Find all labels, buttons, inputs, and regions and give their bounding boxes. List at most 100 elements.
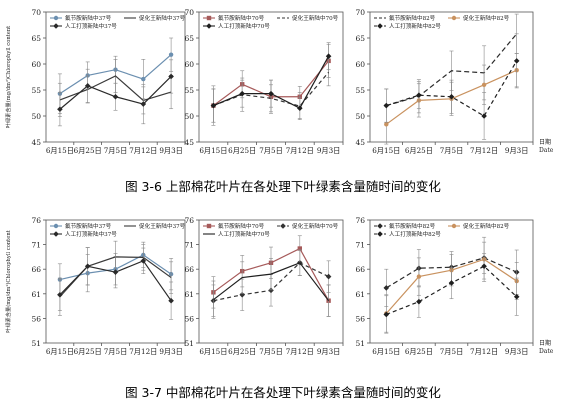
y-tick-label: 66 (184, 265, 194, 274)
y-tick-label: 56 (355, 314, 365, 323)
data-point (168, 52, 174, 57)
data-point (297, 246, 302, 251)
legend-marker (280, 223, 286, 229)
legend-label: 促化王新陆中70号 (292, 14, 339, 22)
x-tick-label: 6月25日 (228, 347, 256, 356)
x-tick-label: 7月5日 (259, 146, 283, 155)
legend-label: 促化王新陆中70号 (292, 222, 339, 230)
series-3 (57, 59, 174, 127)
legend-entry-3: 人工打顶新陆中70号 (203, 230, 270, 238)
chart-panel-5: 51 56 61 66 71 76 6月15日 6月25日 7月5日 7月12日 9月3日 氟节胺新陆… (184, 216, 344, 356)
series-line (213, 262, 330, 302)
y-tick-label: 60 (355, 60, 365, 69)
y-tick-label: 56 (184, 314, 194, 323)
data-point (112, 93, 119, 100)
figure-caption-3-7: 图 3-7 中部棉花叶片在各处理下叶绿素含量随时间的变化 (125, 385, 441, 400)
plot-frame (45, 219, 186, 344)
legend-entry-2: 促化王新陆中37号 (124, 222, 186, 230)
data-point (268, 287, 274, 294)
legend-marker (53, 223, 59, 229)
legend-entry-3: 人工打顶新陆中82号 (374, 230, 441, 238)
data-point (416, 274, 422, 279)
legend-label: 氟节胺新陆中70号 (218, 222, 265, 230)
legend-marker (206, 23, 212, 29)
legend-label: 促化王新陆中37号 (139, 222, 186, 230)
x-tick-label: 6月25日 (405, 347, 433, 356)
legend-entry-3: 人工打顶新陆中70号 (203, 22, 270, 30)
data-point (84, 263, 91, 270)
legend-label: 人工打顶新陆中70号 (218, 22, 270, 30)
y-tick-label: 51 (355, 339, 365, 348)
x-tick-label: 9月3日 (159, 347, 183, 356)
legend-entry-2: 促化王新陆中82号 (448, 14, 510, 22)
y-tick-label: 61 (184, 290, 194, 299)
x-tick-label: 6月15日 (372, 347, 400, 356)
plot-frame (198, 219, 344, 344)
x-tick-label: 9月3日 (317, 347, 341, 356)
data-point (168, 73, 174, 80)
x-tick-label: 7月5日 (259, 347, 283, 356)
y-tick-label: 65 (31, 34, 41, 43)
x-tick-label: 6月15日 (46, 347, 74, 356)
legend-entry-1: 氟节胺新陆中70号 (203, 222, 265, 230)
legend-entry-3: 人工打顶新陆中37号 (50, 22, 117, 30)
y-tick-label: 70 (355, 8, 365, 17)
figure-caption-3-6: 图 3-6 上部棉花叶片在各处理下叶绿素含量随时间的变化 (125, 179, 441, 194)
x-tick-label: 6月25日 (74, 146, 102, 155)
y-tick-label: 55 (184, 86, 194, 95)
data-point (416, 298, 422, 305)
y-tick-label: 66 (31, 265, 41, 274)
chart-panel-1: 45 50 55 60 65 70 6月15日 6月25日 7月5日 7月12日 9月3日 叶绿素含量… (4, 8, 186, 155)
data-point (325, 53, 332, 59)
y-tick-label: 65 (184, 34, 194, 43)
plot-frame (198, 11, 344, 143)
legend-marker (206, 15, 212, 21)
y-tick-label: 56 (31, 314, 41, 323)
x-axis-label: Date (539, 348, 554, 355)
legend-entry-2: 促化王新陆中37号 (124, 14, 186, 22)
chart-panel-3: 45 50 55 60 65 70 6月15日 6月25日 7月5日 7月12日 9月3日 日期Dat… (355, 8, 553, 155)
legend-label: 人工打顶新陆中37号 (65, 230, 117, 238)
series-line (386, 33, 518, 107)
legend-marker (377, 223, 383, 229)
data-point (210, 102, 217, 109)
y-tick-label: 55 (31, 86, 41, 95)
x-tick-label: 6月25日 (74, 347, 102, 356)
x-tick-label: 6月25日 (228, 146, 256, 155)
x-tick-label: 9月3日 (505, 347, 529, 356)
legend-marker (451, 15, 457, 21)
y-tick-label: 65 (355, 34, 365, 43)
y-tick-label: 50 (184, 112, 194, 121)
x-axis-label: Date (539, 147, 554, 154)
data-point (325, 273, 332, 280)
series-line (385, 257, 517, 289)
chart-panel-6: 51 56 61 66 71 76 6月15日 6月25日 7月5日 7月12日 9月3日 日期Dat… (355, 216, 553, 356)
y-tick-label: 61 (355, 290, 365, 299)
data-point (141, 76, 146, 82)
data-point (168, 297, 174, 304)
data-point (140, 258, 147, 264)
legend-marker (377, 23, 383, 29)
legend-label: 促化王新陆中82号 (463, 222, 510, 230)
data-point (513, 58, 520, 64)
legend-marker (53, 23, 59, 29)
x-tick-label: 6月15日 (46, 146, 74, 155)
x-tick-label: 7月5日 (104, 347, 128, 356)
data-point (239, 90, 245, 97)
series-3 (57, 247, 174, 320)
x-tick-label: 6月15日 (372, 146, 400, 155)
legend-marker (377, 231, 383, 237)
y-tick-label: 76 (184, 216, 194, 225)
x-tick-label: 7月12日 (286, 146, 314, 155)
y-tick-label: 60 (31, 60, 41, 69)
x-tick-label: 6月25日 (405, 146, 433, 155)
data-point (57, 106, 63, 113)
x-tick-label: 7月12日 (470, 146, 498, 155)
x-tick-label: 7月5日 (104, 146, 128, 155)
y-tick-label: 76 (31, 216, 41, 225)
legend-label: 氟节胺新陆中82号 (389, 222, 436, 230)
legend-label: 促化王新陆中82号 (463, 14, 510, 22)
legend-entry-1: 氟节胺新陆中70号 (203, 14, 265, 22)
x-tick-label: 7月5日 (440, 146, 464, 155)
y-tick-label: 76 (355, 216, 365, 225)
